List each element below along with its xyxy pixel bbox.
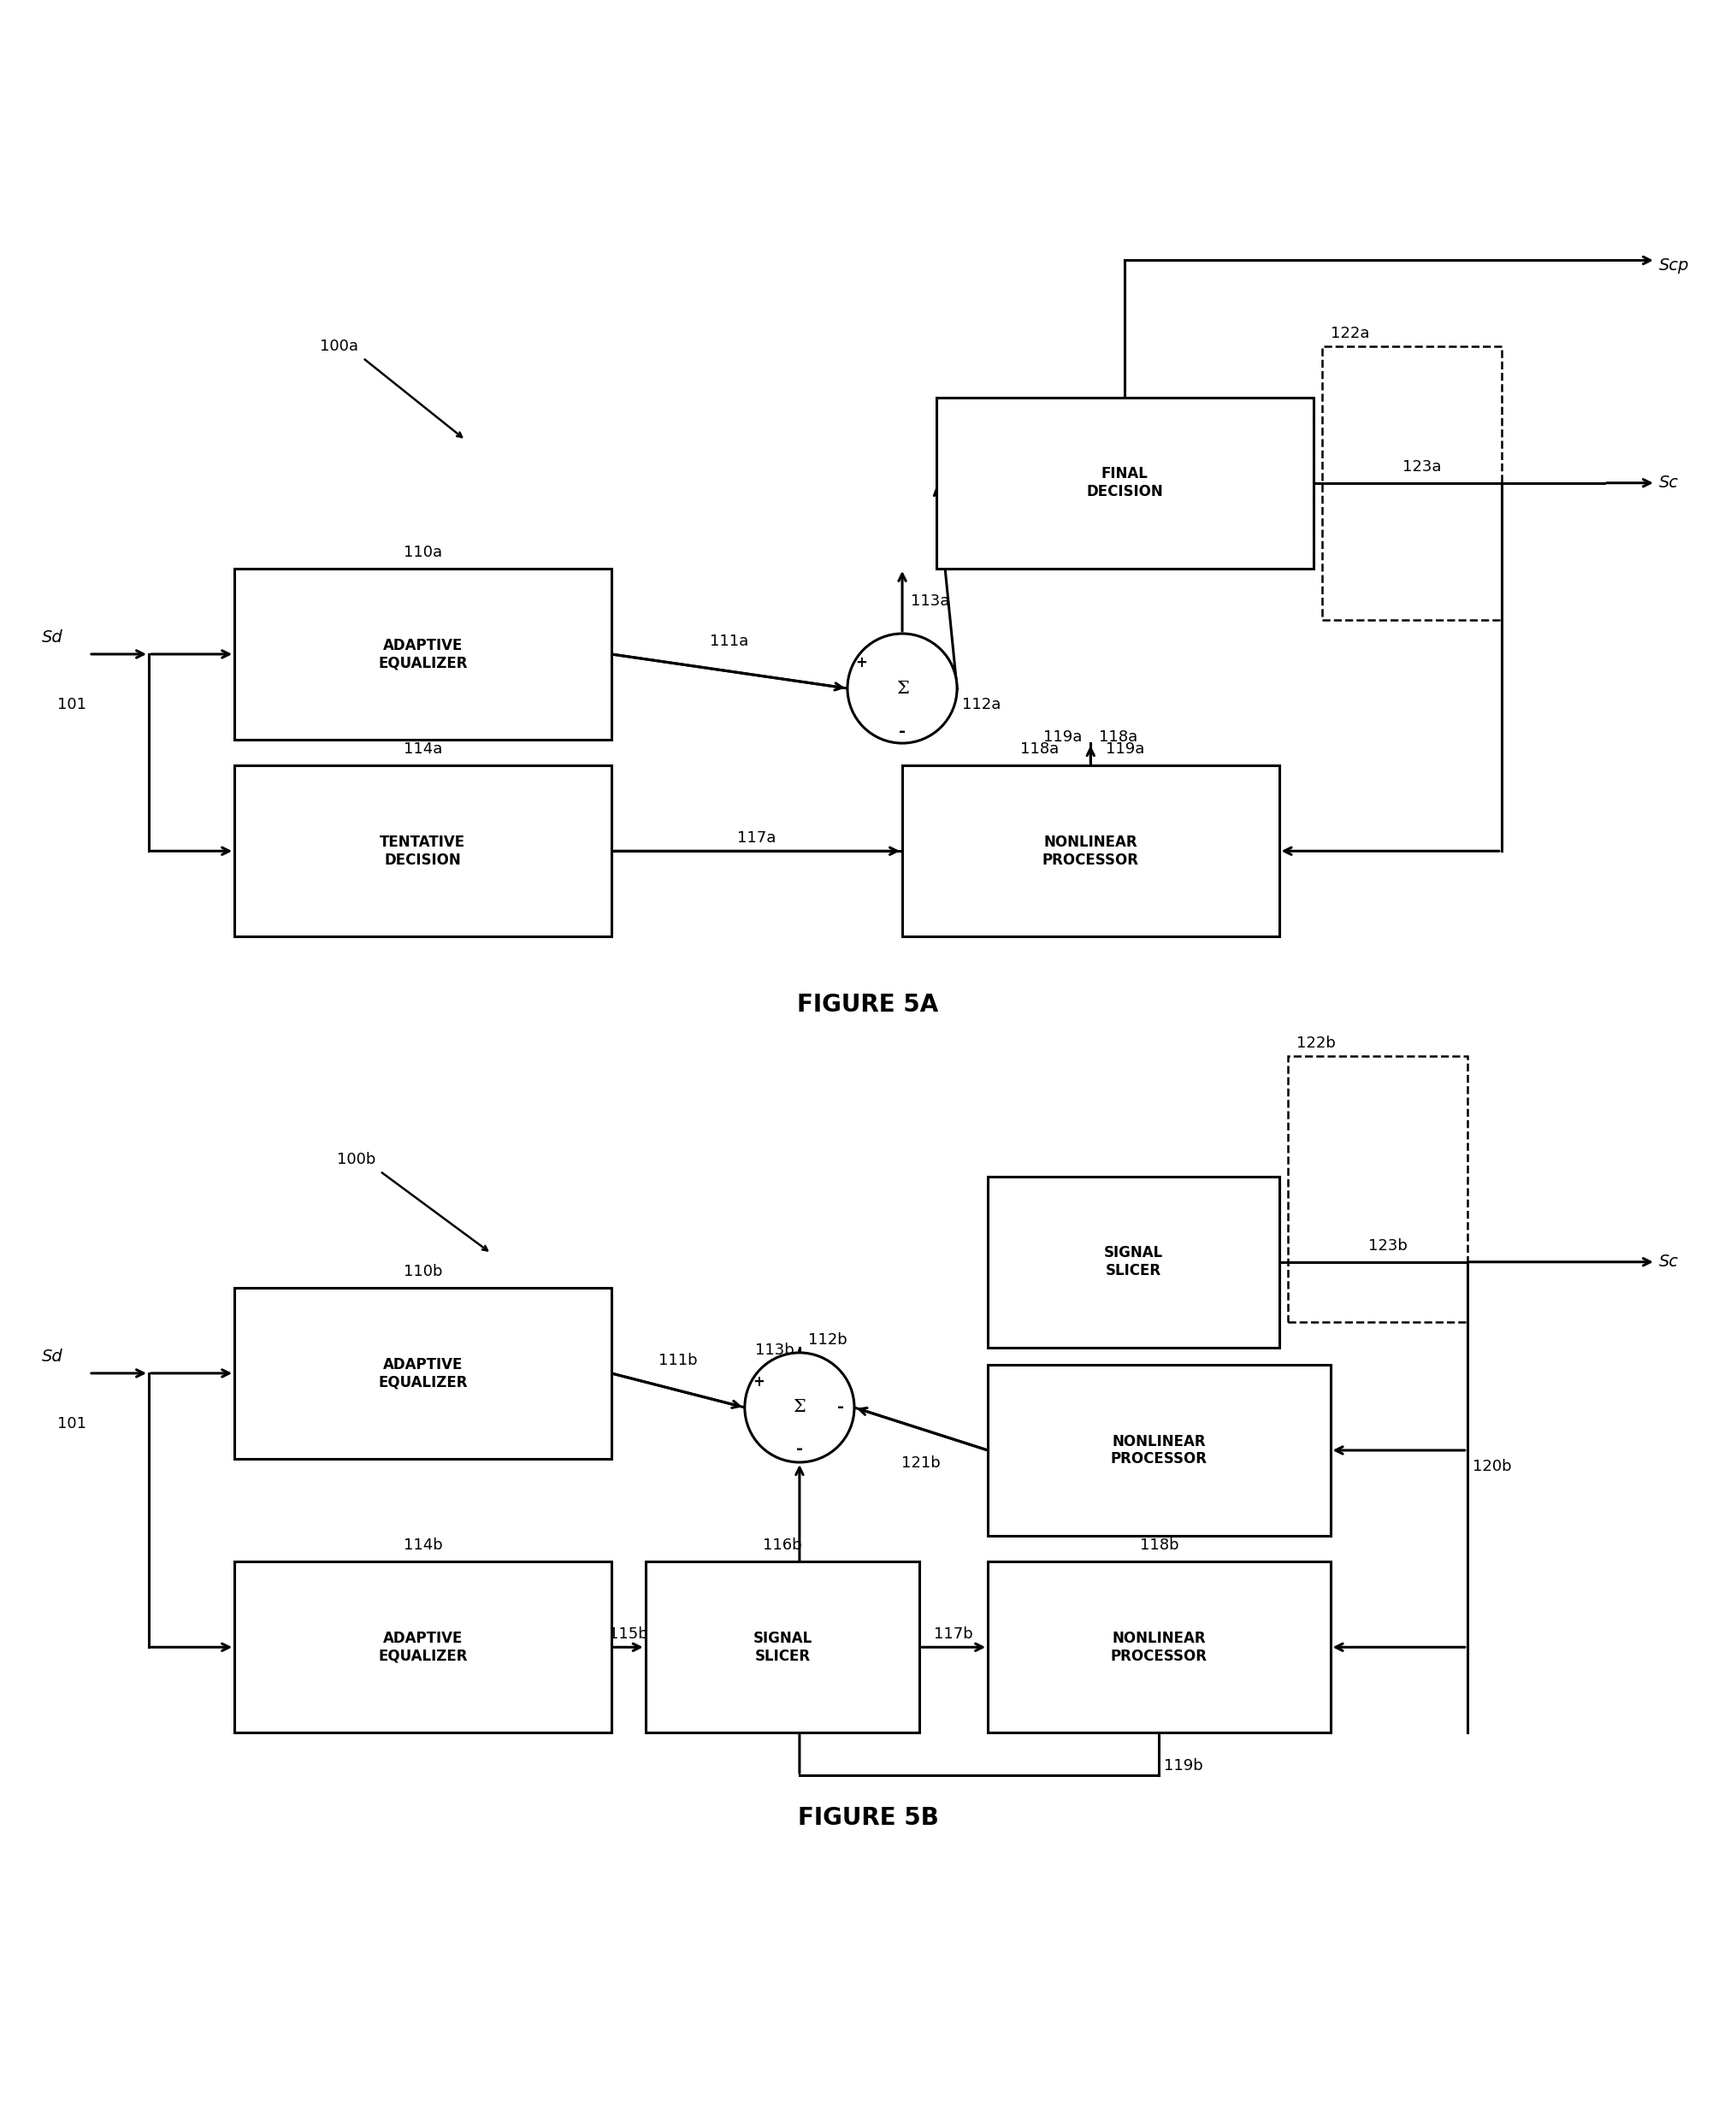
Text: 120b: 120b [1472,1458,1512,1475]
Text: 112b: 112b [807,1331,847,1348]
Text: Σ: Σ [896,680,908,697]
FancyBboxPatch shape [988,1365,1330,1536]
Text: 117a: 117a [738,830,776,845]
Text: Σ: Σ [793,1399,806,1416]
Circle shape [745,1352,854,1462]
Text: ADAPTIVE
EQUALIZER: ADAPTIVE EQUALIZER [378,1357,467,1390]
Text: -: - [797,1441,804,1456]
Text: 101: 101 [57,697,87,712]
Text: Sc: Sc [1660,475,1679,490]
Text: ADAPTIVE
EQUALIZER: ADAPTIVE EQUALIZER [378,1631,467,1663]
Circle shape [847,634,957,744]
Text: FIGURE 5A: FIGURE 5A [797,993,939,1016]
FancyBboxPatch shape [234,765,611,936]
Text: 118a: 118a [1019,742,1059,756]
Text: NONLINEAR
PROCESSOR: NONLINEAR PROCESSOR [1111,1631,1208,1663]
Text: 118a: 118a [1099,729,1137,746]
Text: 114b: 114b [403,1538,443,1553]
Text: 119b: 119b [1165,1758,1203,1775]
Text: Scp: Scp [1660,258,1689,273]
Text: FIGURE 5B: FIGURE 5B [797,1807,939,1830]
Text: 121b: 121b [901,1456,941,1471]
Text: 110b: 110b [403,1264,443,1278]
Text: +: + [856,655,866,670]
FancyBboxPatch shape [936,397,1312,568]
Text: Sd: Sd [42,1348,62,1365]
FancyBboxPatch shape [646,1562,920,1733]
Text: NONLINEAR
PROCESSOR: NONLINEAR PROCESSOR [1111,1435,1208,1466]
Text: TENTATIVE
DECISION: TENTATIVE DECISION [380,835,465,868]
Text: 122a: 122a [1330,325,1370,340]
FancyBboxPatch shape [988,1177,1279,1348]
Text: 110a: 110a [403,545,443,560]
Text: 112a: 112a [962,697,1002,712]
Text: NONLINEAR
PROCESSOR: NONLINEAR PROCESSOR [1042,835,1139,868]
Text: 115b: 115b [609,1627,648,1642]
Text: 119a: 119a [1043,729,1082,746]
FancyBboxPatch shape [234,1562,611,1733]
Text: 117b: 117b [934,1627,974,1642]
Text: SIGNAL
SLICER: SIGNAL SLICER [1104,1245,1163,1278]
Text: -: - [899,723,906,740]
Text: 123b: 123b [1368,1238,1408,1253]
Text: +: + [752,1373,764,1390]
Text: 111a: 111a [710,634,748,649]
FancyBboxPatch shape [988,1562,1330,1733]
Text: 100b: 100b [337,1152,377,1166]
Text: 116b: 116b [762,1538,802,1553]
Text: Sd: Sd [42,630,62,647]
Text: 114a: 114a [403,742,443,756]
Text: -: - [837,1399,844,1416]
Text: 111b: 111b [658,1352,698,1367]
FancyBboxPatch shape [903,765,1279,936]
Text: 123a: 123a [1403,459,1441,475]
FancyBboxPatch shape [234,568,611,740]
Text: 113a: 113a [911,594,950,609]
Text: FINAL
DECISION: FINAL DECISION [1087,467,1163,499]
Text: ADAPTIVE
EQUALIZER: ADAPTIVE EQUALIZER [378,638,467,670]
Text: 122b: 122b [1297,1035,1335,1052]
Text: 119a: 119a [1106,742,1144,756]
Text: 113b: 113b [755,1342,795,1359]
Text: Sc: Sc [1660,1253,1679,1270]
Text: 101: 101 [57,1416,87,1431]
Text: 118b: 118b [1139,1538,1179,1553]
FancyBboxPatch shape [234,1287,611,1458]
Text: SIGNAL
SLICER: SIGNAL SLICER [753,1631,812,1663]
Text: 100a: 100a [319,338,359,353]
